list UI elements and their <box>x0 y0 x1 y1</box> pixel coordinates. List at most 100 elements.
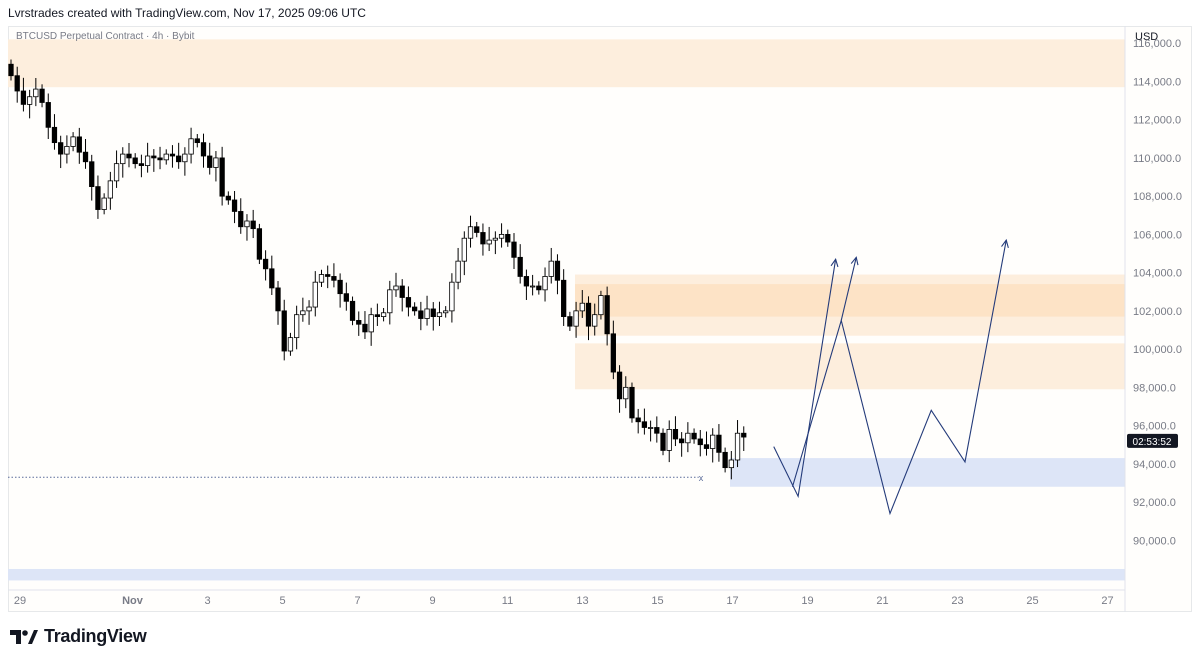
candle-body <box>722 451 728 469</box>
price-tick-label: 96,000.0 <box>1133 421 1176 433</box>
candle-body <box>82 151 89 163</box>
candle-body <box>436 312 443 318</box>
candle-body <box>393 285 399 291</box>
candle-body <box>517 256 523 277</box>
zone-supply-0 <box>8 39 1125 88</box>
time-axis: 29 Nov 3 5 7 9 11 13 15 17 19 21 23 25 27 <box>14 595 1114 607</box>
candle-body <box>269 268 275 289</box>
candle-body <box>64 146 70 155</box>
countdown-tag-layer: 02:53:52 <box>1127 433 1178 448</box>
candle-body <box>467 226 474 239</box>
time-tick-label: 21 <box>876 595 888 607</box>
zone-demand-5 <box>8 568 1125 581</box>
candle-body <box>262 258 269 270</box>
candle-body <box>455 260 461 283</box>
candle-body <box>58 142 64 155</box>
candle-body <box>8 63 14 77</box>
projection-arrowhead-2 <box>850 256 859 266</box>
candle-body <box>716 434 722 453</box>
candle-body <box>306 306 312 312</box>
candle-body <box>498 233 505 239</box>
candle-body <box>474 226 480 233</box>
zone-supply-3 <box>575 343 1125 390</box>
countdown-tag <box>1127 433 1178 448</box>
candle-body <box>691 432 697 440</box>
candle-body <box>26 96 33 105</box>
price-tick-label: 108,000.0 <box>1133 191 1182 203</box>
candle-body <box>424 308 430 319</box>
candle-body <box>356 320 362 325</box>
candle-body <box>238 211 244 228</box>
candle-body <box>529 285 536 288</box>
price-tick-label: 116,000.0 <box>1133 38 1181 50</box>
projection-arrowhead-0 <box>830 257 839 268</box>
candle-body <box>536 285 542 291</box>
price-tick-label: 98,000.0 <box>1133 382 1176 394</box>
candle-body <box>598 295 604 316</box>
candle-body <box>219 157 225 197</box>
candle-body <box>20 90 27 105</box>
time-tick-label: 19 <box>801 595 813 607</box>
candles-layer <box>8 59 747 480</box>
price-tick-label: 102,000.0 <box>1133 306 1182 318</box>
price-tick-label: 106,000.0 <box>1133 229 1182 241</box>
time-tick-label: 29 <box>14 595 26 607</box>
candle-body <box>331 276 337 281</box>
candle-body <box>654 427 660 434</box>
candle-body <box>505 233 511 243</box>
candle-body <box>343 293 349 302</box>
candle-body <box>250 220 256 230</box>
candle-body <box>200 142 207 157</box>
tradingview-logo[interactable]: TradingView <box>10 626 147 647</box>
time-tick-label: 5 <box>279 595 285 607</box>
time-tick-label: 17 <box>726 595 738 607</box>
candle-body <box>349 300 356 321</box>
price-tick-label: 92,000.0 <box>1133 497 1176 509</box>
candle-body <box>138 163 145 166</box>
candle-body <box>685 432 691 444</box>
candle-body <box>579 302 585 312</box>
brand-name: TradingView <box>44 626 147 646</box>
candle-body <box>511 241 517 258</box>
projection-arrowhead-1 <box>1001 238 1009 248</box>
candle-body <box>623 386 629 400</box>
candle-body <box>734 432 741 461</box>
candle-body <box>561 279 567 318</box>
candle-body <box>120 153 126 165</box>
projection-path-0 <box>773 259 837 499</box>
symbol-title[interactable]: BTCUSD Perpetual Contract · 4h · Bybit <box>16 31 195 42</box>
candle-body <box>629 386 635 419</box>
candle-body <box>163 153 169 161</box>
candlestick-chart[interactable]: x BTCUSD Perpetual Contract · 4h · Bybit… <box>0 0 1200 620</box>
candle-body <box>492 237 498 241</box>
price-tick-label: 104,000.0 <box>1133 268 1182 280</box>
candle-body <box>449 281 455 312</box>
candle-body <box>710 434 716 449</box>
candle-body <box>647 427 654 429</box>
candle-body <box>101 197 107 210</box>
zone-demand-4 <box>730 458 1125 487</box>
candle-body <box>697 438 703 446</box>
zone-supply-core-2 <box>575 284 1125 317</box>
countdown-label: 02:53:52 <box>1133 437 1172 448</box>
candle-body <box>89 161 95 187</box>
candle-body <box>542 276 548 291</box>
candle-body <box>672 429 679 440</box>
candle-body <box>703 444 710 449</box>
candle-body <box>616 371 623 400</box>
candle-body <box>113 163 120 182</box>
candle-body <box>486 239 492 245</box>
candle-body <box>144 155 151 166</box>
candle-body <box>325 274 331 277</box>
candle-body <box>337 279 343 295</box>
candle-body <box>660 432 666 451</box>
candle-body <box>33 88 39 98</box>
candle-body <box>225 195 231 201</box>
candle-body <box>610 333 616 373</box>
candle-body <box>387 289 393 314</box>
candle-body <box>523 276 530 287</box>
candle-body <box>244 220 250 228</box>
candle-body <box>132 157 138 165</box>
candle-body <box>45 102 51 128</box>
candle-body <box>443 310 449 314</box>
